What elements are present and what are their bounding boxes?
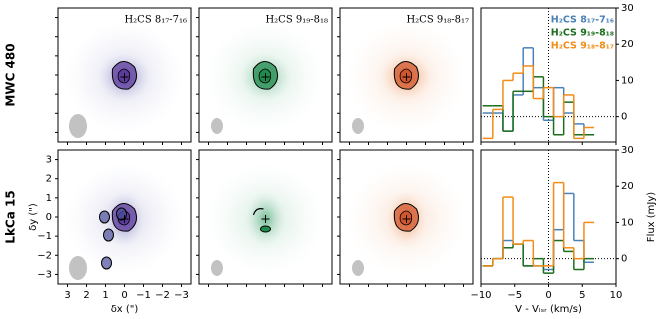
y-tick-label: 20 bbox=[621, 39, 634, 50]
y-tick-label: 20 bbox=[621, 181, 634, 192]
spectrum bbox=[482, 47, 595, 136]
panel-title: H₂CS 9₁₈-8₁₇ bbox=[406, 15, 469, 26]
x-tick-label: −10 bbox=[470, 290, 491, 301]
x-axis-label: V - Vₗₛᵣ (km/s) bbox=[515, 304, 582, 315]
spectrum bbox=[482, 76, 595, 136]
star-marker bbox=[261, 73, 270, 81]
emission-contour bbox=[252, 208, 264, 216]
beam bbox=[69, 256, 87, 280]
panel-title: H₂CS 9₁₉-8₁₈ bbox=[265, 15, 328, 26]
emission-contour bbox=[258, 68, 272, 84]
row-label: LkCa 15 bbox=[4, 190, 18, 243]
x-tick-label: −5 bbox=[507, 290, 522, 301]
y-tick-label: 0 bbox=[46, 212, 52, 223]
legend-entry: H₂CS 8₁₇-7₁₆ bbox=[551, 15, 614, 26]
x-tick-label: 3 bbox=[64, 290, 70, 301]
y-tick-label: 0 bbox=[621, 254, 627, 265]
star-marker bbox=[402, 73, 411, 81]
spectrum bbox=[482, 181, 595, 267]
emission-contour bbox=[117, 68, 131, 84]
beam bbox=[211, 260, 223, 276]
star-marker bbox=[402, 215, 411, 223]
y-tick-label: 1 bbox=[46, 193, 52, 204]
beam bbox=[352, 118, 364, 134]
x-tick-label: 10 bbox=[610, 290, 623, 301]
legend-entry: H₂CS 9₁₉-8₁₈ bbox=[551, 28, 614, 39]
y-tick-label: 30 bbox=[621, 3, 634, 14]
y-tick-label: 10 bbox=[621, 217, 634, 228]
y-tick-label: −2 bbox=[37, 250, 52, 261]
x-tick-label: 2 bbox=[83, 290, 89, 301]
panel-title: H₂CS 8₁₇-7₁₆ bbox=[124, 15, 187, 26]
emission-contour bbox=[99, 210, 110, 224]
row-label: MWC 480 bbox=[4, 43, 18, 106]
star-marker bbox=[120, 215, 129, 223]
legend-entry: H₂CS 9₁₈-8₁₇ bbox=[551, 41, 614, 52]
star-marker bbox=[261, 215, 270, 223]
emission-contour bbox=[260, 225, 271, 233]
y-axis-label: Flux (mJy) bbox=[646, 192, 657, 242]
x-tick-label: −3 bbox=[174, 290, 189, 301]
x-tick-label: 0 bbox=[545, 290, 551, 301]
y-tick-label: 0 bbox=[621, 112, 627, 123]
emission-contour bbox=[399, 210, 413, 226]
y-tick-label: 2 bbox=[46, 174, 52, 185]
beam bbox=[211, 118, 223, 134]
spectrum bbox=[482, 239, 595, 274]
x-tick-label: 1 bbox=[102, 290, 108, 301]
star-marker bbox=[120, 73, 129, 81]
beam bbox=[69, 114, 87, 138]
y-axis-label: δy (") bbox=[28, 203, 39, 231]
emission-contour bbox=[101, 256, 112, 270]
x-tick-label: 0 bbox=[121, 290, 127, 301]
spectrum bbox=[482, 65, 595, 140]
beam bbox=[352, 260, 364, 276]
emission-contour bbox=[399, 68, 413, 84]
x-tick-label: −1 bbox=[136, 290, 151, 301]
y-tick-label: 3 bbox=[46, 155, 52, 166]
y-tick-label: 10 bbox=[621, 75, 634, 86]
y-tick-label: −1 bbox=[37, 231, 52, 242]
x-axis-label: δx (") bbox=[111, 304, 139, 315]
x-tick-label: −2 bbox=[155, 290, 170, 301]
emission-contour bbox=[103, 228, 114, 242]
y-tick-label: −3 bbox=[37, 269, 52, 280]
y-tick-label: 30 bbox=[621, 145, 634, 156]
x-tick-label: 5 bbox=[579, 290, 585, 301]
